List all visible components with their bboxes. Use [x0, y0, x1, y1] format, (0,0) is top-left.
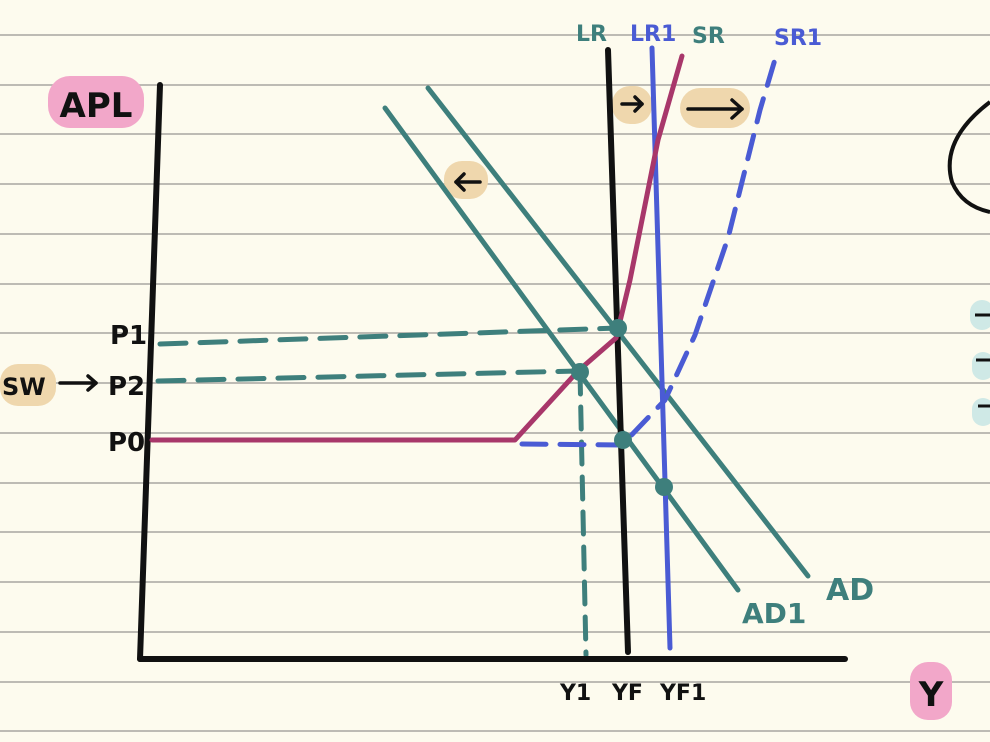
p1-guide: [157, 325, 621, 347]
p2-guide: [155, 368, 581, 384]
sr1-label: SR1: [774, 26, 822, 51]
equilibrium-points: [571, 319, 673, 496]
sw-label: SW: [2, 373, 46, 401]
edge-highlight: [972, 398, 990, 426]
arrow-right-icon: [620, 95, 644, 113]
sr-curve: [149, 53, 685, 443]
lr-label: LR: [576, 22, 607, 47]
ruled-lines: [0, 34, 990, 732]
ad1-curve: [382, 105, 741, 593]
price-label-p2: P2: [108, 372, 145, 402]
labels: APL Y P1 P2 P0 SW LR LR1 SR SR1 AD AD1 Y…: [2, 22, 944, 715]
curves: [149, 45, 811, 655]
ad-label: AD: [826, 573, 874, 608]
guide-lines: [155, 325, 621, 658]
arrow-right-icon: [58, 374, 98, 392]
sw-highlight: [0, 364, 56, 406]
equilibrium-point-yf1: [655, 478, 673, 496]
arrow-left-icon: [454, 172, 482, 192]
equilibrium-point-p2: [571, 363, 589, 381]
axes: [137, 82, 848, 662]
price-label-p0: P0: [108, 428, 145, 458]
edge-highlight: [972, 352, 990, 380]
y-axis: [137, 82, 163, 662]
arrow-right-icon: [686, 98, 744, 120]
yf-tick-label: YF: [611, 681, 643, 706]
equilibrium-point-p0: [614, 431, 632, 449]
yf1-tick-label: YF1: [659, 681, 706, 706]
price-label-p1: P1: [110, 321, 147, 351]
y-highlight: [910, 662, 952, 720]
apl-highlight: [48, 76, 144, 128]
lr1-label: LR1: [630, 22, 676, 47]
y-axis-label: APL: [60, 86, 133, 126]
left-arrow-highlight: [444, 161, 488, 199]
x-axis-label: Y: [918, 675, 944, 715]
edge-sketch-marks: [975, 313, 990, 408]
y1-tick-label: Y1: [559, 681, 591, 706]
y1-guide: [577, 369, 589, 658]
shift-arrows: [58, 95, 744, 392]
equilibrium-point-p1: [609, 319, 627, 337]
sr-label: SR: [692, 24, 725, 49]
lr-curve: [605, 47, 631, 655]
edge-sketch: [947, 100, 990, 214]
ad1-label: AD1: [742, 597, 806, 630]
